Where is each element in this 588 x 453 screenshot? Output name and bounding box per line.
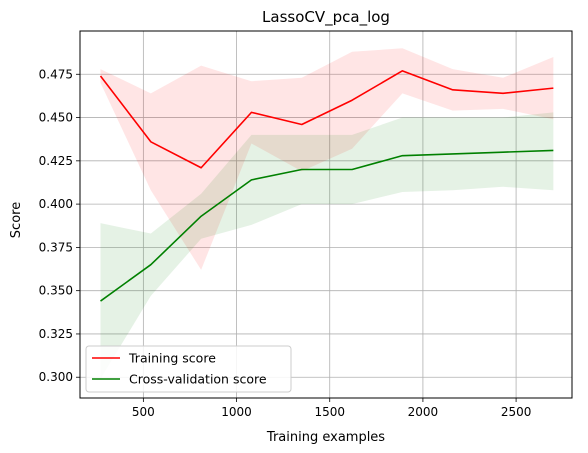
series-line-cross-validation <box>100 149 554 302</box>
series-line-training <box>99 70 554 169</box>
y-tick-label: 0.300 <box>39 370 73 384</box>
y-tick-label: 0.475 <box>39 67 73 81</box>
x-tick-label: 1000 <box>221 405 252 419</box>
legend-label-cross-validation: Cross-validation score <box>129 372 267 387</box>
legend: Training score Cross-validation score <box>85 345 292 393</box>
legend-label-training: Training score <box>128 351 216 366</box>
series-lines <box>99 70 554 302</box>
y-tick-label: 0.450 <box>39 111 73 125</box>
y-tick-label: 0.350 <box>39 284 73 298</box>
y-tick-label: 0.325 <box>39 327 73 341</box>
confidence-band-training <box>100 48 554 270</box>
axis-ticks: 500 1000 1500 2000 2500 0.300 0.325 0.350 0.375 0… <box>39 67 532 419</box>
y-tick-label: 0.425 <box>39 154 73 168</box>
plot-frame <box>79 30 573 399</box>
chart-title: LassoCV_pca_log <box>262 8 390 27</box>
y-axis-title: Score <box>9 202 24 238</box>
y-tick-label: 0.400 <box>39 197 73 211</box>
x-tick-label: 2000 <box>408 405 439 419</box>
x-tick-label: 2500 <box>501 405 532 419</box>
x-tick-label: 1500 <box>314 405 345 419</box>
confidence-bands <box>100 48 554 379</box>
x-tick-label: 500 <box>132 405 155 419</box>
x-axis-title: Training examples <box>266 430 385 445</box>
y-tick-label: 0.375 <box>39 240 73 254</box>
confidence-band-cross-validation <box>100 112 554 379</box>
legend-box <box>85 345 292 393</box>
